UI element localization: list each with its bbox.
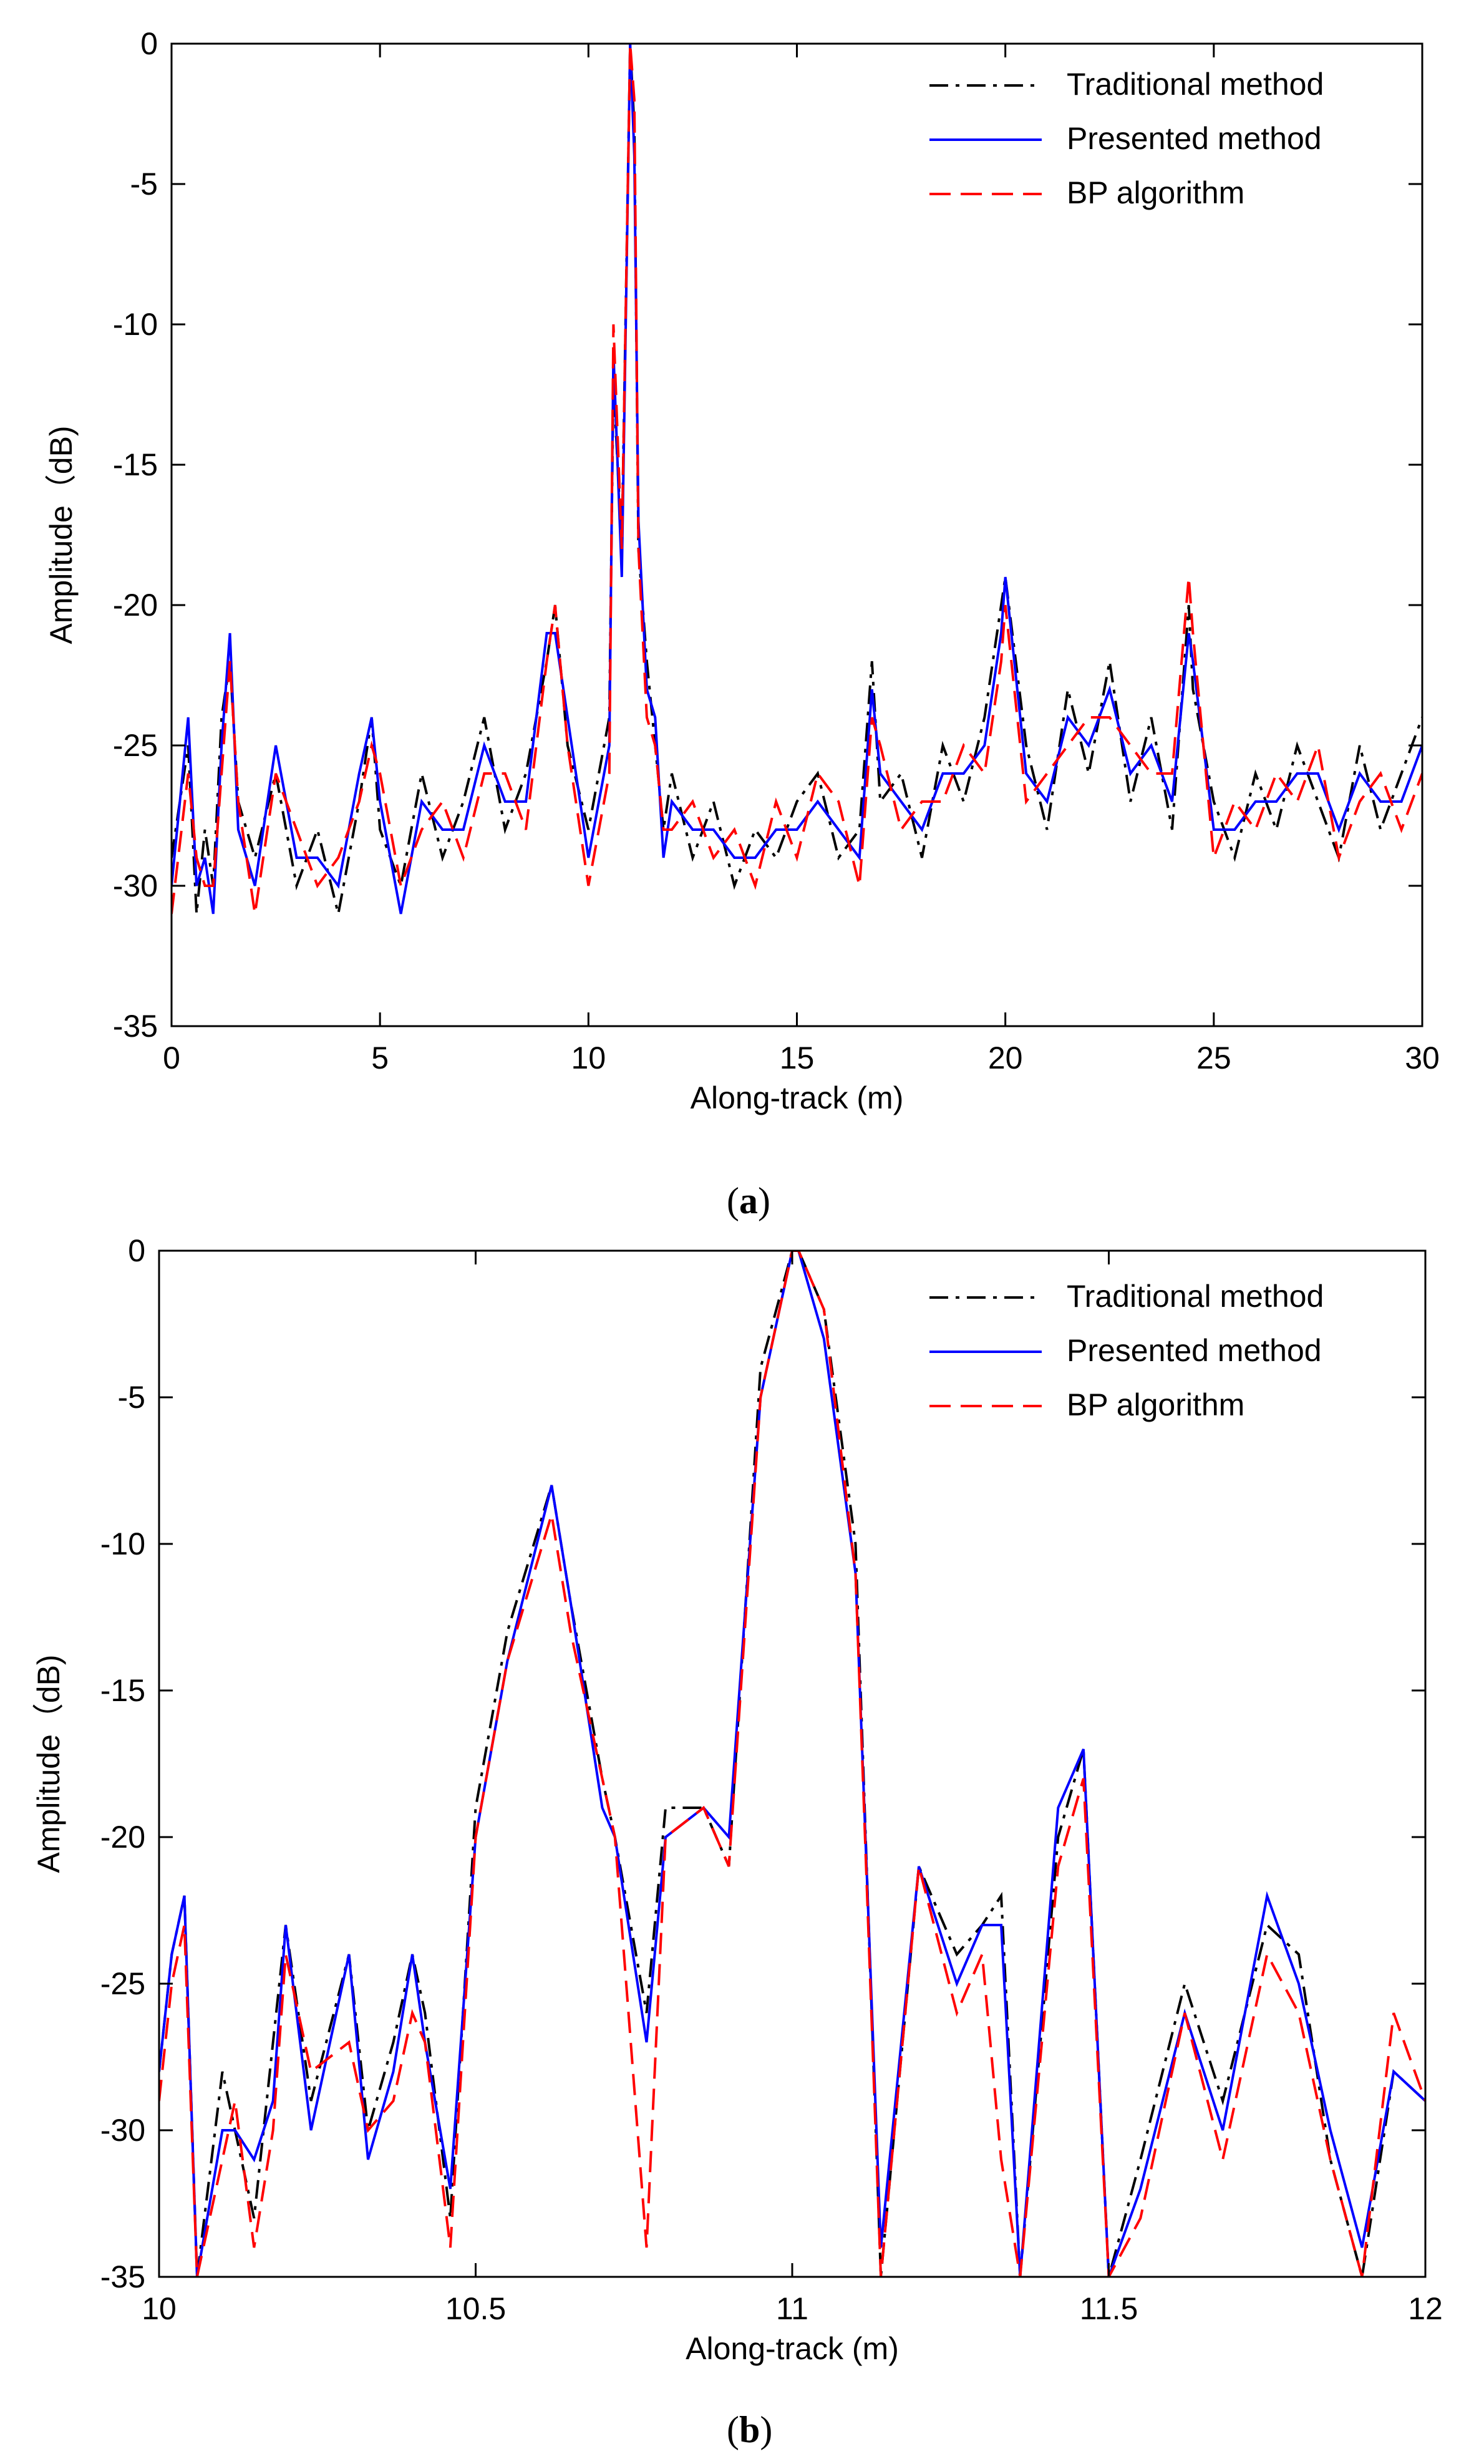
chart-b-legend-label: Traditional method [1067, 1279, 1324, 1314]
chart-b-x-tick-label: 11.5 [1080, 2291, 1138, 2326]
chart-a-x-tick-label: 0 [163, 1040, 180, 1075]
chart-a-y-tick-label: -10 [113, 307, 158, 342]
chart-a-y-tick-label: -15 [113, 447, 158, 482]
chart-b-series-2-line [159, 1251, 1425, 2277]
chart-a-series-2-line [172, 44, 1422, 914]
chart-a-x-tick-label: 20 [988, 1040, 1023, 1075]
chart-a-x-tick-label: 30 [1405, 1040, 1440, 1075]
chart-a-x-tick-label: 5 [371, 1040, 389, 1075]
chart-a-y-tick-label: -25 [113, 728, 158, 763]
chart-b-x-tick-label: 12 [1408, 2291, 1443, 2326]
chart-b-y-axis-label: Amplitude（dB) [31, 1654, 66, 1873]
panel-b: 10 10.5 11 11.5 12 0 -5 -10 -15 -20 -25 -30 -35 Along… [31, 1233, 1443, 2450]
chart-a-legend-label: Presented method [1067, 121, 1322, 156]
chart-a-y-tick-label: -20 [113, 588, 158, 623]
chart-a-legend-label: BP algorithm [1067, 175, 1244, 210]
chart-b-x-axis-label: Along-track (m) [686, 2331, 899, 2366]
chart-a-x-tick-label: 10 [571, 1040, 606, 1075]
chart-b-y-tick-label: -15 [100, 1673, 145, 1708]
chart-a-y-tick-label: -35 [113, 1009, 158, 1044]
chart-b-y-tick-label: -30 [100, 2113, 145, 2148]
chart-b-panel-label: (b) [727, 2409, 772, 2450]
chart-b-x-tick-label: 11 [776, 2291, 808, 2326]
chart-b-y-tick-label: 0 [128, 1233, 145, 1268]
chart-b-y-tick-label: -35 [100, 2259, 145, 2294]
chart-a-y-tick-label: -5 [130, 167, 158, 201]
chart-a-y-tick-label: 0 [140, 26, 158, 61]
chart-b-x-tick-label: 10.5 [445, 2291, 506, 2326]
chart-b-y-tick-label: -5 [118, 1380, 145, 1415]
chart-b-legend-label: BP algorithm [1067, 1387, 1244, 1422]
chart-a-x-tick-label: 15 [780, 1040, 815, 1075]
chart-b-y-tick-label: -25 [100, 1966, 145, 2001]
chart-b-y-tick-label: -20 [100, 1820, 145, 1855]
chart-a-series-1-line [172, 44, 1422, 914]
chart-a-panel-label: (a) [727, 1180, 770, 1221]
chart-a-x-tick-label: 25 [1196, 1040, 1231, 1075]
chart-a-series-0-line [172, 44, 1422, 914]
chart-b-y-tick-label: -10 [100, 1526, 145, 1561]
chart-a-y-tick-label: -30 [113, 868, 158, 903]
chart-a-y-axis-label: Amplitude（dB) [44, 425, 79, 644]
chart-a-x-axis-label: Along-track (m) [691, 1080, 904, 1115]
chart-a-legend-label: Traditional method [1067, 67, 1324, 102]
chart-b-x-tick-label: 10 [142, 2291, 177, 2326]
panel-a: 0 5 10 15 20 25 30 0 -5 -10 -15 -20 -25 -30 -35 Along-t… [44, 26, 1440, 1221]
chart-b-legend-label: Presented method [1067, 1333, 1322, 1368]
